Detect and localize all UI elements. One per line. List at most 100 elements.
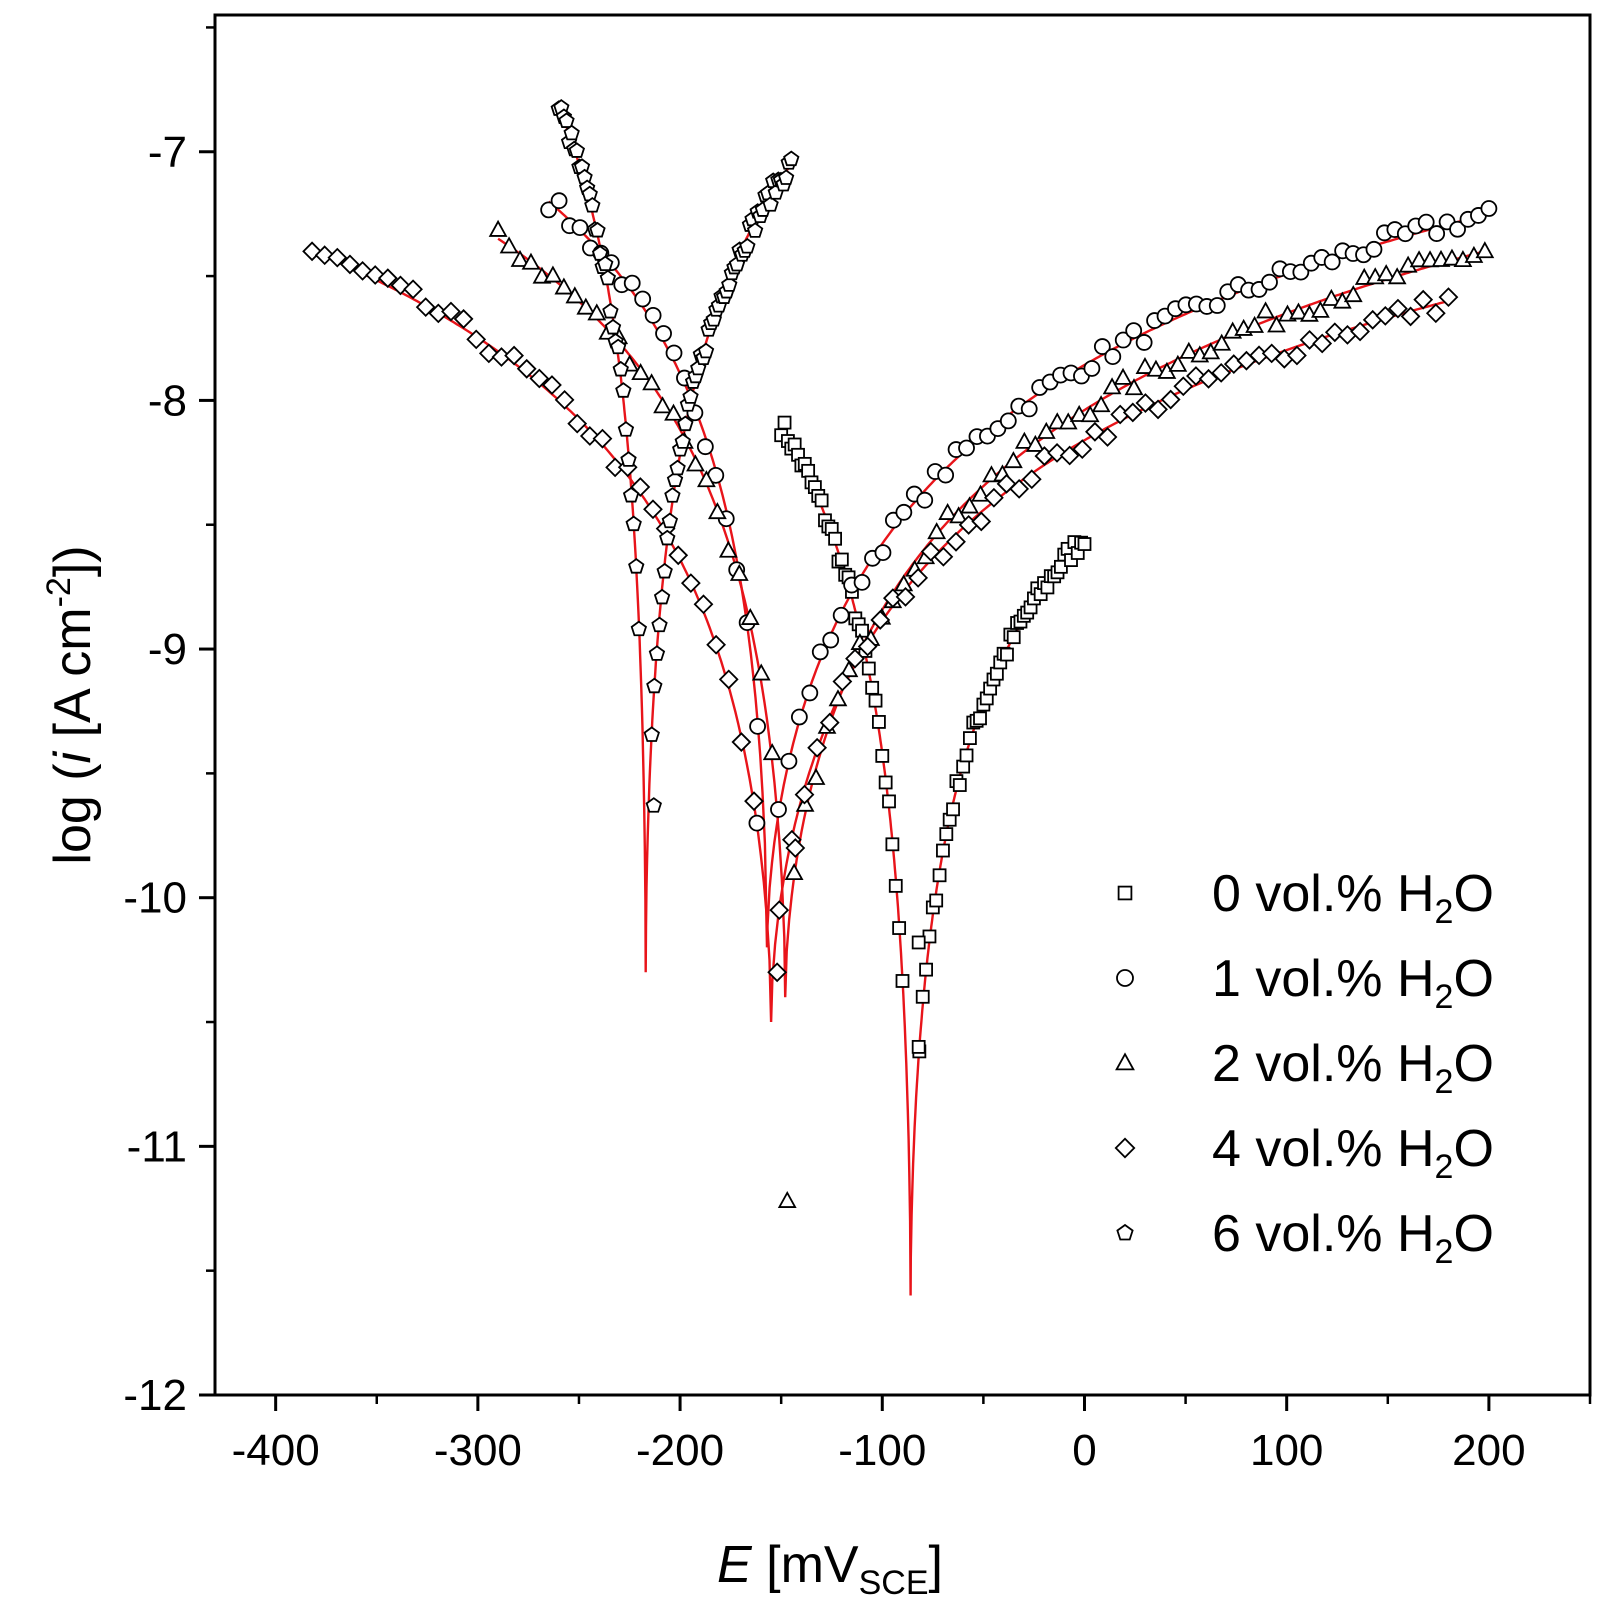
data-marker xyxy=(932,868,947,883)
data-marker xyxy=(499,236,519,254)
legend-marker xyxy=(1116,969,1134,987)
data-marker xyxy=(1025,434,1045,452)
data-marker xyxy=(956,759,971,774)
data-marker xyxy=(655,325,672,342)
data-marker xyxy=(314,245,335,266)
data-marker xyxy=(403,279,423,300)
data-marker xyxy=(664,487,681,503)
y-axis-label-sup: -2 xyxy=(40,577,78,607)
data-marker xyxy=(466,329,487,350)
x-tick-label: 0 xyxy=(1072,1426,1096,1475)
legend-label-tail: O xyxy=(1453,865,1493,923)
data-marker xyxy=(1375,306,1396,326)
data-marker xyxy=(1124,378,1144,396)
y-axis-label-var: i xyxy=(44,750,102,763)
legend-label-main: 0 vol.% H xyxy=(1212,865,1435,923)
data-marker xyxy=(878,775,893,790)
data-marker xyxy=(571,219,589,237)
fit-curves xyxy=(311,106,1490,1296)
data-marker xyxy=(1179,341,1199,359)
data-marker xyxy=(1438,287,1459,308)
data-marker xyxy=(377,268,398,289)
data-marker xyxy=(1135,334,1153,351)
data-marker xyxy=(504,345,524,366)
data-marker xyxy=(617,421,635,437)
data-marker xyxy=(963,731,977,745)
data-marker xyxy=(1047,412,1067,430)
data-marker xyxy=(1417,213,1435,231)
data-marker xyxy=(874,544,892,562)
data-marker xyxy=(807,737,828,758)
data-marker xyxy=(915,989,930,1004)
legend-label-sub: 2 xyxy=(1435,1233,1454,1271)
data-marker xyxy=(510,249,530,267)
data-marker xyxy=(1009,478,1030,499)
data-marker xyxy=(939,827,954,842)
data-marker xyxy=(999,412,1017,430)
data-marker xyxy=(706,634,727,655)
data-marker xyxy=(543,265,563,283)
data-marker xyxy=(1168,354,1188,372)
outlier-marker xyxy=(911,935,926,950)
data-marker xyxy=(1442,248,1462,266)
data-marker xyxy=(718,540,738,558)
data-marker xyxy=(1000,647,1014,662)
data-marker xyxy=(769,900,790,921)
data-marker xyxy=(762,743,782,761)
data-marker xyxy=(642,373,661,391)
data-marker xyxy=(1212,333,1232,351)
legend-label-tail: O xyxy=(1453,1205,1493,1263)
data-marker xyxy=(1083,360,1101,377)
data-marker xyxy=(1036,421,1056,439)
data-markers xyxy=(302,99,1498,1208)
data-marker xyxy=(1365,240,1383,258)
data-marker xyxy=(327,247,348,268)
data-marker xyxy=(744,791,764,812)
data-marker xyxy=(770,801,787,818)
legend-marker xyxy=(1116,1223,1134,1241)
data-marker xyxy=(686,454,705,472)
data-marker xyxy=(1014,431,1034,449)
data-marker xyxy=(1146,359,1166,377)
data-marker xyxy=(653,588,671,605)
data-marker xyxy=(1425,303,1446,324)
y-tick-label: -10 xyxy=(123,874,187,923)
data-marker xyxy=(1428,225,1446,242)
data-marker xyxy=(693,594,714,615)
data-marker xyxy=(615,382,632,398)
outlier-marker xyxy=(748,814,766,832)
data-marker xyxy=(895,974,910,988)
data-marker xyxy=(958,439,975,457)
data-marker xyxy=(666,471,684,487)
data-marker xyxy=(1312,333,1333,354)
data-marker xyxy=(749,717,766,735)
data-marker xyxy=(1160,389,1181,410)
legend-label: 4 vol.% H2O xyxy=(1212,1120,1494,1186)
data-marker xyxy=(828,689,848,707)
x-tick-label: -400 xyxy=(232,1426,320,1475)
legend-label-tail: O xyxy=(1453,950,1493,1008)
data-marker xyxy=(1148,399,1168,420)
data-marker xyxy=(1211,362,1232,383)
data-marker xyxy=(554,277,574,295)
data-marker xyxy=(952,778,967,792)
data-marker xyxy=(587,303,607,321)
data-marker xyxy=(453,309,474,329)
data-marker xyxy=(959,748,974,763)
data-marker xyxy=(604,318,622,335)
legend-label-tail: O xyxy=(1453,1120,1493,1178)
x-axis-label-var: E xyxy=(717,1536,753,1594)
y-axis-label: log (i [A cm-2]) xyxy=(40,545,102,864)
data-marker xyxy=(612,360,629,377)
plot-frame xyxy=(213,13,1592,1397)
data-marker xyxy=(740,607,760,625)
data-marker xyxy=(707,502,727,520)
data-marker xyxy=(989,666,1004,681)
data-marker xyxy=(1077,537,1092,551)
data-marker xyxy=(1059,445,1080,466)
data-marker xyxy=(625,515,642,532)
data-marker xyxy=(872,715,886,729)
data-marker xyxy=(696,438,714,456)
data-marker xyxy=(697,470,716,488)
